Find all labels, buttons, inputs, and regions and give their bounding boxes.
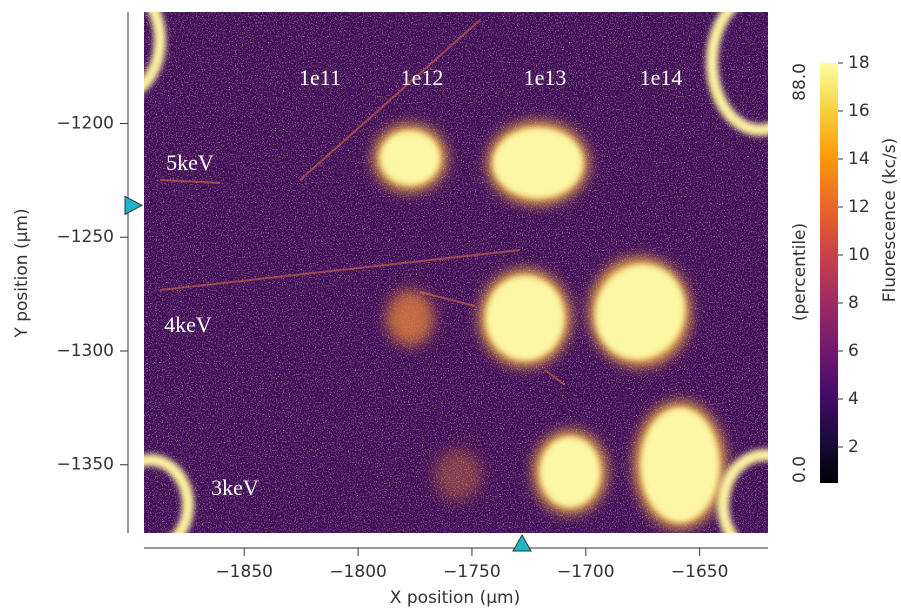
- x-tick-label: −1800: [329, 562, 387, 582]
- x-position-marker: [513, 535, 531, 551]
- percentile-min: 0.0: [790, 456, 810, 483]
- colorbar-tick-label: 4: [848, 389, 859, 409]
- y-axis-label: Y position (μm): [12, 208, 32, 338]
- colorbar-tick-label: 16: [848, 101, 870, 121]
- y-tick-label: −1300: [56, 341, 114, 361]
- annotation: 1e14: [640, 65, 683, 90]
- colorbar-tick-label: 12: [848, 197, 870, 217]
- y-tick-label: −1350: [56, 455, 114, 475]
- percentile-label: (percentile): [790, 223, 810, 321]
- y-position-marker: [125, 196, 142, 214]
- y-tick-label: −1250: [56, 227, 114, 247]
- colorbar-tick-label: 6: [848, 341, 859, 361]
- colorbar-label: Fluorescence (kc/s): [880, 138, 900, 302]
- heatmap-image: [80, 0, 808, 555]
- x-axis-label: X position (μm): [390, 588, 520, 608]
- x-tick-label: −1750: [443, 562, 501, 582]
- percentile-max: 88.0: [790, 63, 810, 101]
- colorbar: [820, 63, 838, 483]
- annotation: 3keV: [211, 475, 259, 500]
- colorbar-tick-label: 10: [848, 245, 870, 265]
- x-tick-label: −1700: [557, 562, 615, 582]
- annotation: 5keV: [166, 150, 214, 175]
- colorbar-tick-label: 2: [848, 437, 859, 457]
- colorbar-tick-label: 14: [848, 149, 870, 169]
- annotation: 1e12: [401, 65, 444, 90]
- annotation: 1e13: [524, 65, 567, 90]
- x-tick-label: −1650: [671, 562, 729, 582]
- y-tick-label: −1200: [56, 113, 114, 133]
- annotation: 1e11: [299, 65, 341, 90]
- annotation: 4keV: [164, 312, 212, 337]
- x-tick-label: −1850: [215, 562, 273, 582]
- chart: 1e11 1e12 1e13 1e14 5keV 4keV 3keV X position …: [0, 0, 901, 610]
- colorbar-tick-label: 8: [848, 293, 859, 313]
- colorbar-tick-label: 18: [848, 53, 870, 73]
